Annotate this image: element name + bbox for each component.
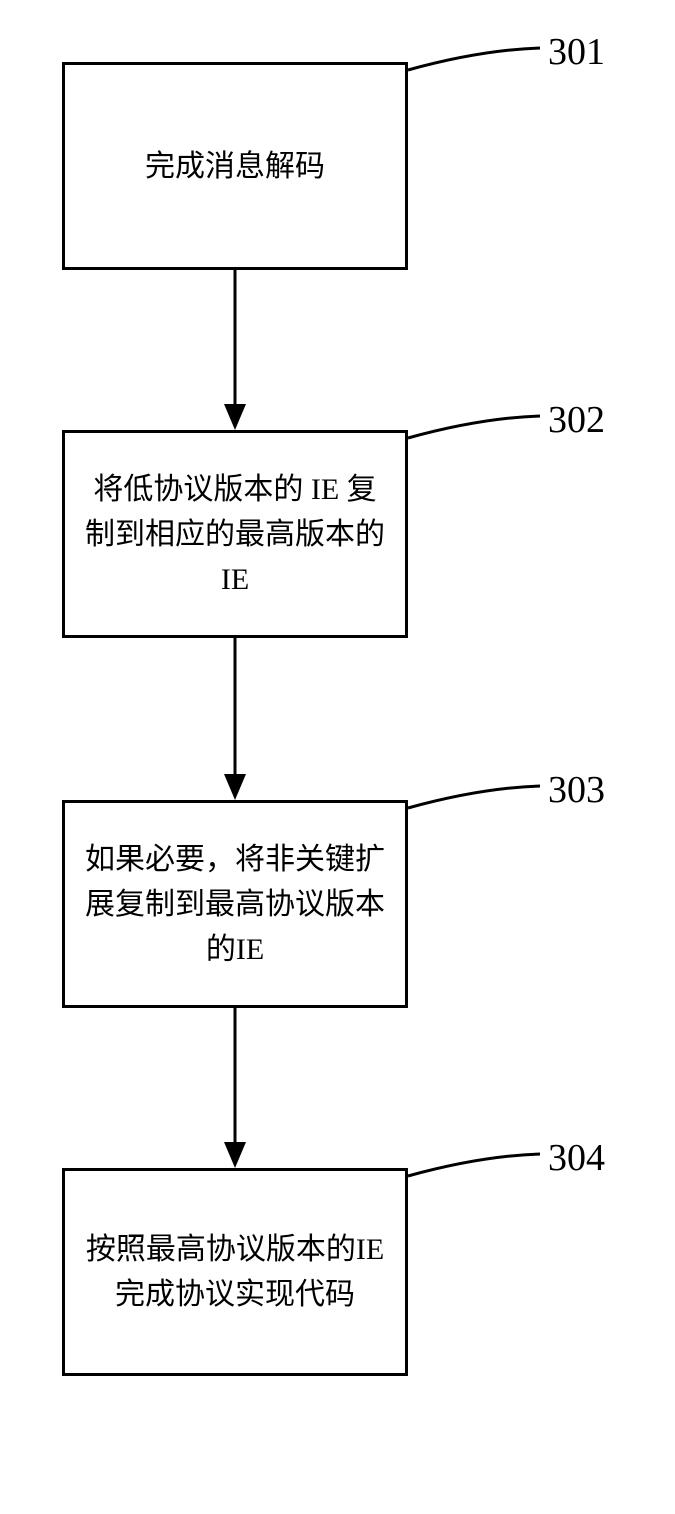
flow-node-302-text: 将低协议版本的 IE 复制到相应的最高版本的IE <box>85 467 385 602</box>
flow-node-304-text: 按照最高协议版本的IE完成协议实现代码 <box>85 1227 385 1317</box>
flow-node-301-text: 完成消息解码 <box>145 144 325 189</box>
flow-label-303: 303 <box>548 768 605 812</box>
edge-302-303 <box>224 638 246 800</box>
flow-label-301: 301 <box>548 30 605 74</box>
flow-label-302: 302 <box>548 398 605 442</box>
flow-node-303: 如果必要，将非关键扩展复制到最高协议版本的IE <box>62 800 408 1008</box>
flow-node-302: 将低协议版本的 IE 复制到相应的最高版本的IE <box>62 430 408 638</box>
flow-label-304: 304 <box>548 1136 605 1180</box>
flow-node-303-text: 如果必要，将非关键扩展复制到最高协议版本的IE <box>85 837 385 972</box>
flow-node-304: 按照最高协议版本的IE完成协议实现代码 <box>62 1168 408 1376</box>
leader-304 <box>408 1154 540 1176</box>
edge-301-302 <box>224 270 246 430</box>
leader-303 <box>408 786 540 808</box>
flow-node-301: 完成消息解码 <box>62 62 408 270</box>
leader-302 <box>408 416 540 438</box>
edge-303-304 <box>224 1008 246 1168</box>
flowchart-canvas: 完成消息解码 301 将低协议版本的 IE 复制到相应的最高版本的IE 302 … <box>0 0 675 1514</box>
leader-301 <box>408 48 540 70</box>
